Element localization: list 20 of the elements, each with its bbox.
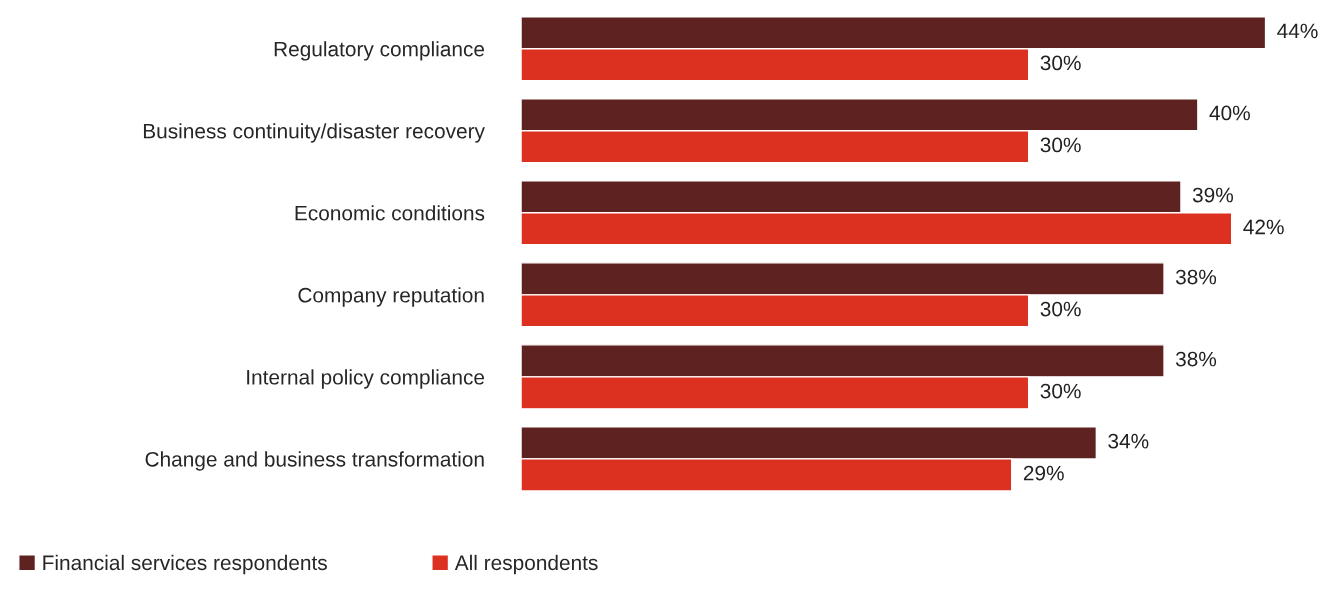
- data-label: 30%: [1040, 55, 1081, 71]
- y-tick-label: Business continuity/disaster recovery: [143, 123, 485, 143]
- data-label: 29%: [1023, 465, 1064, 481]
- data-label: 38%: [1175, 269, 1217, 285]
- legend-label: Financial services respondents: [43, 554, 327, 575]
- data-label: 34%: [1108, 433, 1149, 449]
- data-label: 30%: [1040, 383, 1081, 399]
- data-label: 30%: [1040, 301, 1081, 317]
- y-tick-label: Internal policy compliance: [247, 369, 485, 389]
- legend-label: All respondents: [454, 554, 598, 575]
- data-label: 40%: [1209, 105, 1250, 121]
- y-tick-label: Change and business transformation: [145, 451, 484, 471]
- y-tick-label: Company reputation: [298, 287, 484, 307]
- data-label: 39%: [1192, 187, 1234, 203]
- data-label: 42%: [1243, 219, 1284, 235]
- y-tick-label: Regulatory compliance: [274, 41, 485, 61]
- data-label: 38%: [1175, 351, 1217, 367]
- y-tick-label: Economic conditions: [295, 205, 485, 221]
- data-label: 44%: [1277, 23, 1318, 39]
- data-label: 30%: [1040, 137, 1081, 153]
